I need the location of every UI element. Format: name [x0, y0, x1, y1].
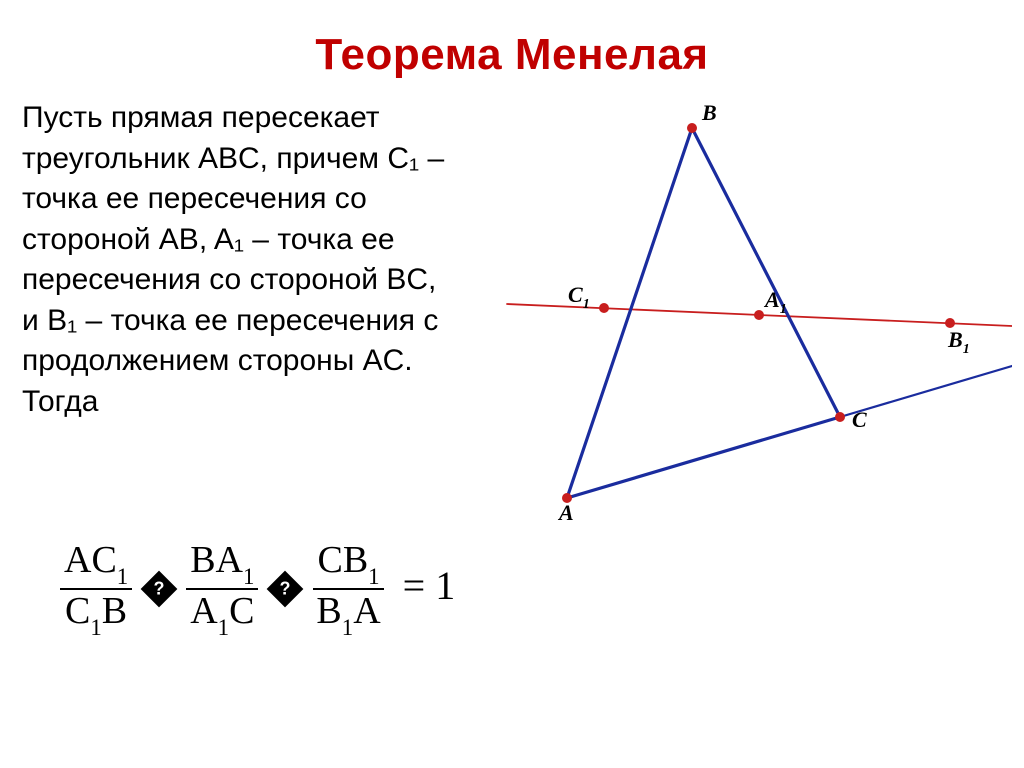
- content-row: Пусть прямая пересекает треугольник ABC,…: [0, 98, 1024, 533]
- fraction-3: CB1 B1A: [312, 541, 384, 636]
- slide: Теорема Менелая Пусть прямая пересекает …: [0, 0, 1024, 768]
- slide-title: Теорема Менелая: [0, 0, 1024, 80]
- frac1-den-b: B: [102, 590, 127, 632]
- frac3-den-b: A: [353, 590, 380, 632]
- geometry-svg: ABCC1A1B1: [452, 98, 1012, 528]
- operator-glyph-1: [141, 570, 178, 607]
- fraction-2: BA1 A1C: [186, 541, 258, 636]
- frac3-den-a: B: [316, 590, 341, 632]
- frac1-den-a: C: [65, 590, 90, 632]
- equals-one: = 1: [399, 562, 456, 615]
- theorem-text: Пусть прямая пересекает треугольник ABC,…: [0, 98, 452, 533]
- frac3-den-sub: 1: [342, 615, 353, 640]
- frac3-num-sub: 1: [368, 564, 379, 589]
- frac1-num: AC: [64, 539, 117, 581]
- formula: AC1 C1B BA1 A1C CB1 B1A = 1: [0, 541, 1024, 636]
- diagram: ABCC1A1B1: [452, 98, 1024, 533]
- svg-text:B1: B1: [947, 327, 970, 357]
- svg-text:A1: A1: [763, 287, 787, 317]
- svg-text:C: C: [852, 407, 867, 432]
- frac1-den-sub: 1: [90, 615, 101, 640]
- frac3-num: CB: [317, 539, 368, 581]
- frac2-den-sub: 1: [218, 615, 229, 640]
- frac1-num-sub: 1: [117, 564, 128, 589]
- fraction-1: AC1 C1B: [60, 541, 132, 636]
- svg-text:A: A: [557, 500, 574, 525]
- frac2-num: BA: [190, 539, 243, 581]
- svg-text:B: B: [701, 100, 717, 125]
- frac2-num-sub: 1: [243, 564, 254, 589]
- operator-glyph-2: [267, 570, 304, 607]
- frac2-den-a: A: [190, 590, 217, 632]
- frac2-den-b: C: [229, 590, 254, 632]
